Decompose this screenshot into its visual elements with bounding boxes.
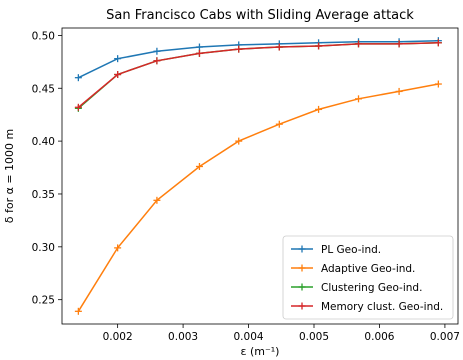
- series-line: [77, 42, 439, 108]
- x-tick-label: 0.006: [364, 331, 394, 343]
- legend: PL Geo-ind. Adaptive Geo-ind. Clustering G…: [282, 235, 454, 320]
- series-line: [77, 42, 439, 109]
- data-point: [235, 45, 243, 53]
- data-point: [114, 55, 122, 63]
- series-line: [78, 39, 439, 79]
- legend-label: PL Geo-ind.: [321, 244, 381, 256]
- legend-marker: [298, 245, 306, 253]
- data-point: [153, 57, 161, 65]
- legend-marker: [298, 283, 306, 291]
- data-point: [235, 137, 243, 145]
- series-2: [74, 80, 442, 315]
- data-point: [195, 49, 203, 57]
- data-point: [195, 43, 203, 51]
- data-point: [355, 95, 363, 103]
- legend-item: PL Geo-ind.: [291, 244, 381, 256]
- legend-marker: [298, 302, 306, 310]
- series-4: [74, 39, 442, 111]
- chart-title: San Francisco Cabs with Sliding Average …: [106, 8, 414, 23]
- data-point: [275, 120, 283, 128]
- x-tick-label: 0.003: [168, 331, 198, 343]
- y-tick-label: 0.25: [32, 295, 55, 307]
- data-point: [74, 103, 82, 111]
- data-point: [395, 87, 403, 95]
- data-point: [114, 71, 122, 79]
- x-tick-label: 0.004: [234, 331, 264, 343]
- legend-label: Memory clust. Geo-ind.: [321, 301, 443, 313]
- y-tick-label: 0.40: [32, 136, 55, 148]
- data-point: [434, 80, 442, 88]
- x-tick-label: 0.002: [103, 331, 133, 343]
- y-tick-label: 0.35: [32, 189, 55, 201]
- series-3: [74, 39, 442, 112]
- data-point: [74, 307, 82, 315]
- legend-marker: [298, 264, 306, 272]
- legend-label: Adaptive Geo-ind.: [321, 263, 415, 275]
- legend-box: [282, 235, 454, 320]
- data-point: [153, 47, 161, 55]
- data-point: [195, 162, 203, 170]
- data-point: [355, 40, 363, 48]
- data-point: [74, 74, 82, 82]
- y-tick-label: 0.50: [32, 30, 55, 42]
- x-axis: 0.002 0.003 0.004 0.005 0.006 0.007: [103, 324, 460, 343]
- y-axis-label: δ for α = 1000 m: [3, 129, 16, 224]
- data-point: [434, 39, 442, 47]
- y-tick-label: 0.30: [32, 242, 55, 254]
- x-tick-label: 0.007: [430, 331, 460, 343]
- plot-area: [74, 37, 442, 315]
- y-tick-label: 0.45: [32, 83, 55, 95]
- legend-label: Clustering Geo-ind.: [321, 282, 422, 294]
- data-point: [315, 42, 323, 50]
- y-axis: 0.25 0.30 0.35 0.40 0.45 0.50: [32, 30, 62, 307]
- x-axis-label: ε (m⁻¹): [241, 345, 280, 358]
- series-line: [77, 83, 439, 312]
- data-point: [395, 40, 403, 48]
- legend-item: Adaptive Geo-ind.: [291, 263, 415, 275]
- x-tick-label: 0.005: [299, 331, 329, 343]
- data-point: [114, 244, 122, 252]
- data-point: [315, 105, 323, 113]
- data-point: [153, 196, 161, 204]
- plot-frame: [61, 27, 459, 325]
- data-point: [275, 43, 283, 51]
- legend-item: Memory clust. Geo-ind.: [291, 301, 443, 313]
- legend-item: Clustering Geo-ind.: [291, 282, 422, 294]
